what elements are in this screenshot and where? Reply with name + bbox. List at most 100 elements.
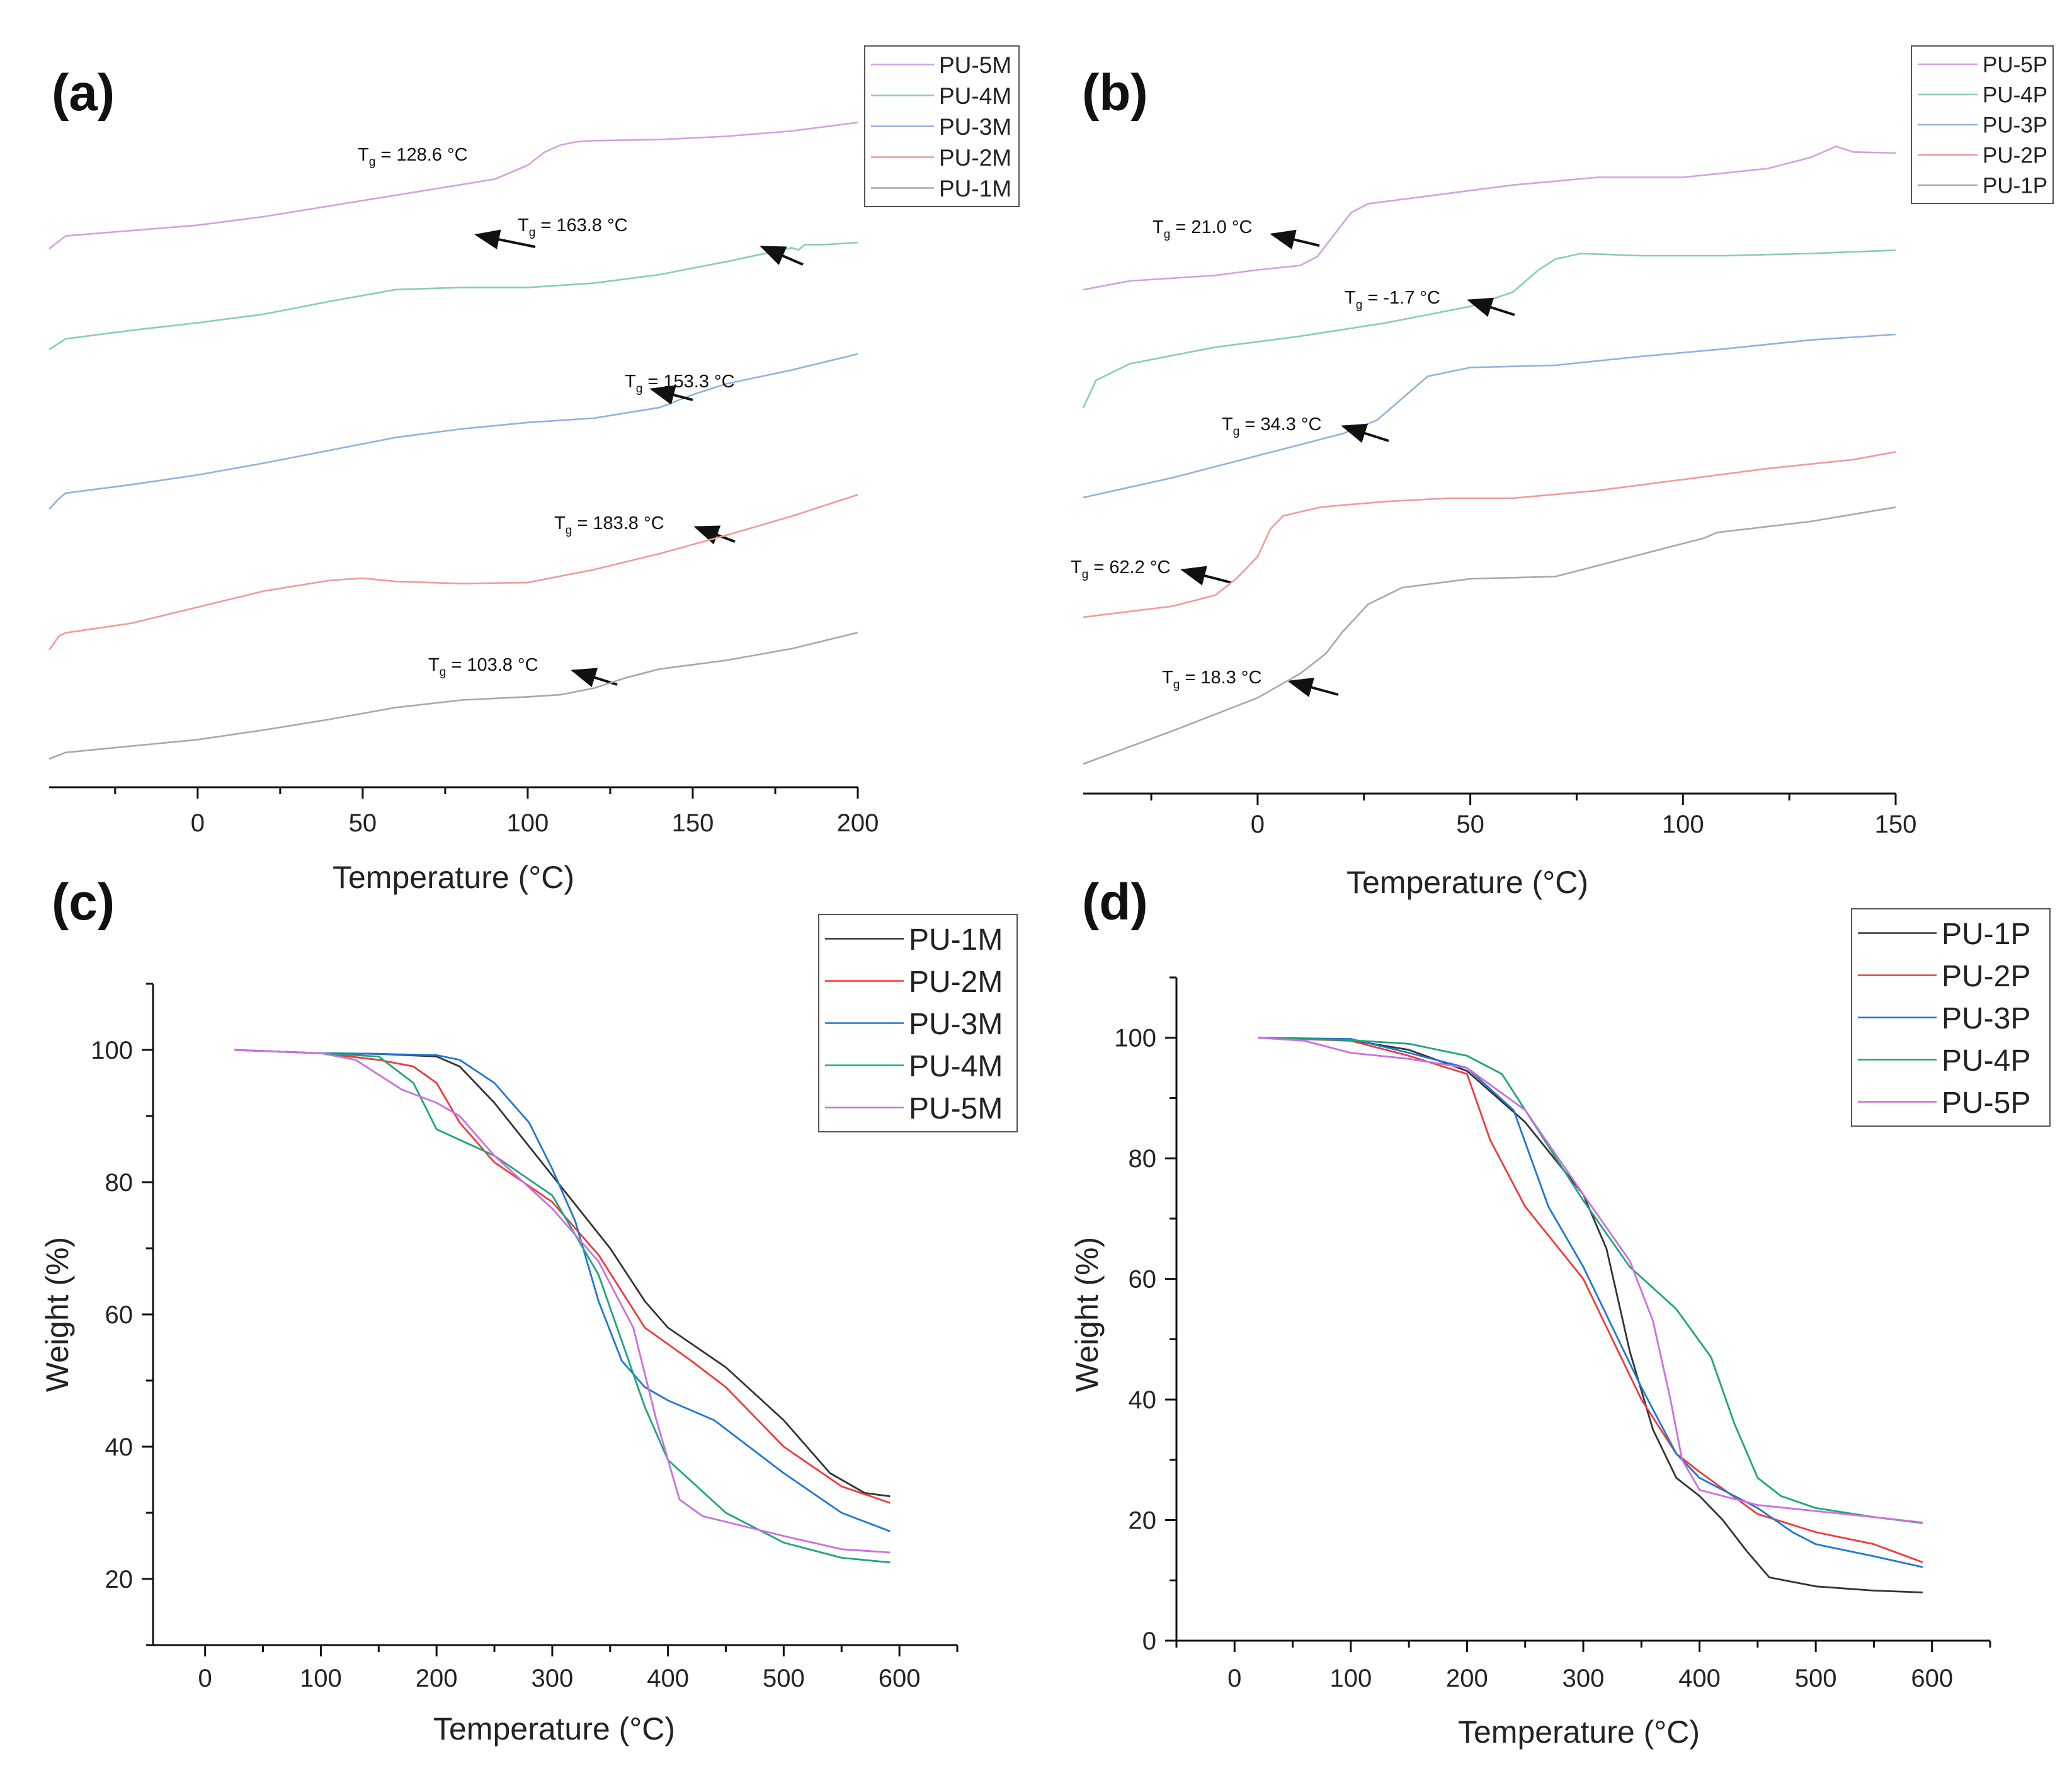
legend-label: PU-5P bbox=[1983, 53, 2047, 77]
panel-b: (b) 0 50 100 150 Temperature (°C) Tg = 18.3 °C… bbox=[1071, 45, 2054, 900]
tg-arrow bbox=[760, 246, 804, 266]
x-tick-label: 300 bbox=[532, 1665, 574, 1692]
y-tick-label: 80 bbox=[105, 1169, 134, 1197]
series-pu-3p bbox=[1258, 1037, 1923, 1568]
x-tick-label: 500 bbox=[763, 1665, 805, 1692]
x-axis-title: Temperature (°C) bbox=[433, 1711, 675, 1746]
y-tick-label: 60 bbox=[105, 1301, 134, 1329]
x-tick-label: 200 bbox=[416, 1665, 458, 1692]
panel-a: (a) 0 50 100 150 200 Temperature (°C) Tg = 103.… bbox=[48, 45, 1020, 895]
legend-label: PU-1M bbox=[939, 176, 1011, 202]
legend-label: PU-2P bbox=[1983, 144, 2047, 168]
legend-label: PU-4P bbox=[1983, 83, 2047, 108]
x-tick-label: 100 bbox=[507, 809, 549, 837]
x-tick-label: 150 bbox=[1875, 811, 1917, 838]
panel-label: (c) bbox=[52, 874, 115, 931]
x-axis: 0 100 200 300 400 500 600 Temperature (°C) bbox=[153, 1644, 959, 1746]
x-tick-label: 0 bbox=[198, 1665, 212, 1692]
series-pu-3m bbox=[234, 1049, 891, 1532]
tg-arrow bbox=[1180, 566, 1232, 586]
series-pu-5p bbox=[1083, 145, 1896, 291]
legend-label: PU-2M bbox=[909, 966, 1003, 999]
legend-label: PU-2P bbox=[1942, 960, 2030, 993]
legend: PU-5P PU-4P PU-3P PU-2P PU-1P bbox=[1911, 45, 2054, 204]
tg-annotation: Tg = 183.8 °C bbox=[554, 513, 664, 537]
x-tick-label: 600 bbox=[879, 1665, 921, 1692]
legend-label: PU-5M bbox=[939, 52, 1011, 78]
tg-arrow bbox=[1341, 423, 1389, 443]
x-tick-label: 0 bbox=[191, 809, 205, 837]
tg-arrow bbox=[1287, 678, 1339, 697]
y-axis: 0 20 40 60 80 100 Weight (%) bbox=[1069, 976, 1178, 1655]
legend-label: PU-1P bbox=[1983, 174, 2047, 198]
y-axis-title: Weight (%) bbox=[1069, 1237, 1105, 1392]
panel-label: (d) bbox=[1082, 874, 1148, 931]
series-pu-4m bbox=[234, 1049, 891, 1564]
tg-annotation: Tg = 62.2 °C bbox=[1071, 557, 1170, 581]
y-tick-label: 100 bbox=[91, 1037, 133, 1064]
series-pu-5m bbox=[234, 1049, 891, 1554]
series-pu-1p bbox=[1258, 1037, 1923, 1593]
y-tick-label: 40 bbox=[1129, 1386, 1157, 1414]
x-axis-title: Temperature (°C) bbox=[1458, 1714, 1700, 1750]
panel-label: (b) bbox=[1082, 64, 1148, 122]
series-pu-1p bbox=[1083, 506, 1896, 765]
tg-arrow bbox=[474, 229, 536, 249]
series-pu-2m bbox=[234, 1049, 891, 1504]
y-tick-label: 80 bbox=[1129, 1145, 1157, 1173]
series-pu-4m bbox=[48, 241, 858, 351]
tg-annotation: Tg = -1.7 °C bbox=[1345, 288, 1440, 312]
legend: PU-1P PU-2P PU-3P PU-4P PU-5P bbox=[1851, 908, 2051, 1127]
x-axis-title: Temperature (°C) bbox=[1346, 865, 1588, 900]
x-axis: 0 100 200 300 400 500 600 Temperature (°C) bbox=[1175, 1639, 1991, 1750]
x-tick-label: 200 bbox=[837, 809, 879, 837]
x-tick-label: 300 bbox=[1563, 1665, 1605, 1692]
tg-annotation: Tg = 153.3 °C bbox=[625, 372, 735, 396]
x-tick-label: 600 bbox=[1911, 1665, 1953, 1692]
legend-label: PU-4M bbox=[909, 1050, 1003, 1083]
x-tick-label: 200 bbox=[1446, 1665, 1488, 1692]
y-tick-label: 20 bbox=[105, 1566, 134, 1593]
y-axis: 20 40 60 80 100 Weight (%) bbox=[40, 983, 154, 1646]
x-tick-label: 400 bbox=[647, 1665, 689, 1692]
series-pu-3p bbox=[1083, 333, 1896, 499]
series-pu-4p bbox=[1258, 1037, 1923, 1524]
legend-label: PU-1M bbox=[909, 923, 1003, 957]
legend: PU-1M PU-2M PU-3M PU-4M PU-5M bbox=[818, 914, 1018, 1132]
tg-annotation: Tg = 21.0 °C bbox=[1153, 217, 1252, 241]
x-tick-label: 50 bbox=[1456, 811, 1484, 838]
series-pu-1m bbox=[234, 1049, 891, 1498]
x-tick-label: 100 bbox=[300, 1665, 342, 1692]
tg-annotation: Tg = 18.3 °C bbox=[1162, 668, 1261, 692]
x-axis: 0 50 100 150 Temperature (°C) bbox=[1083, 792, 1917, 900]
tg-arrow bbox=[1467, 297, 1515, 317]
legend-label: PU-3P bbox=[1983, 113, 2047, 138]
legend-label: PU-3M bbox=[909, 1008, 1003, 1041]
x-axis-title: Temperature (°C) bbox=[333, 860, 574, 895]
series-pu-2p bbox=[1083, 451, 1896, 618]
tg-arrow bbox=[1270, 229, 1320, 249]
tg-annotation: Tg = 163.8 °C bbox=[518, 215, 628, 239]
legend-label: PU-3M bbox=[939, 114, 1011, 140]
series-pu-2p bbox=[1258, 1037, 1923, 1563]
x-tick-label: 50 bbox=[349, 809, 377, 837]
x-tick-label: 0 bbox=[1227, 1665, 1241, 1692]
x-tick-label: 400 bbox=[1678, 1665, 1721, 1692]
x-tick-label: 500 bbox=[1795, 1665, 1837, 1692]
panel-c: (c) 0 100 200 300 400 500 600 Temperature (°C) 20… bbox=[40, 874, 1018, 1746]
y-axis-title: Weight (%) bbox=[40, 1237, 75, 1392]
tg-annotation: Tg = 34.3 °C bbox=[1222, 414, 1321, 438]
tg-arrow bbox=[693, 525, 736, 545]
series-pu-3m bbox=[48, 353, 858, 510]
tg-arrow bbox=[649, 385, 693, 405]
tg-annotation: Tg = 128.6 °C bbox=[358, 145, 468, 169]
series-pu-5m bbox=[48, 122, 858, 250]
x-tick-label: 0 bbox=[1251, 811, 1265, 838]
y-tick-label: 100 bbox=[1114, 1025, 1156, 1052]
x-axis: 0 50 100 150 200 Temperature (°C) bbox=[49, 786, 879, 895]
legend-label: PU-4P bbox=[1942, 1044, 2030, 1078]
y-tick-label: 0 bbox=[1142, 1627, 1156, 1655]
legend: PU-5M PU-4M PU-3M PU-2M PU-1M bbox=[864, 45, 1020, 207]
y-tick-label: 20 bbox=[1129, 1507, 1157, 1535]
